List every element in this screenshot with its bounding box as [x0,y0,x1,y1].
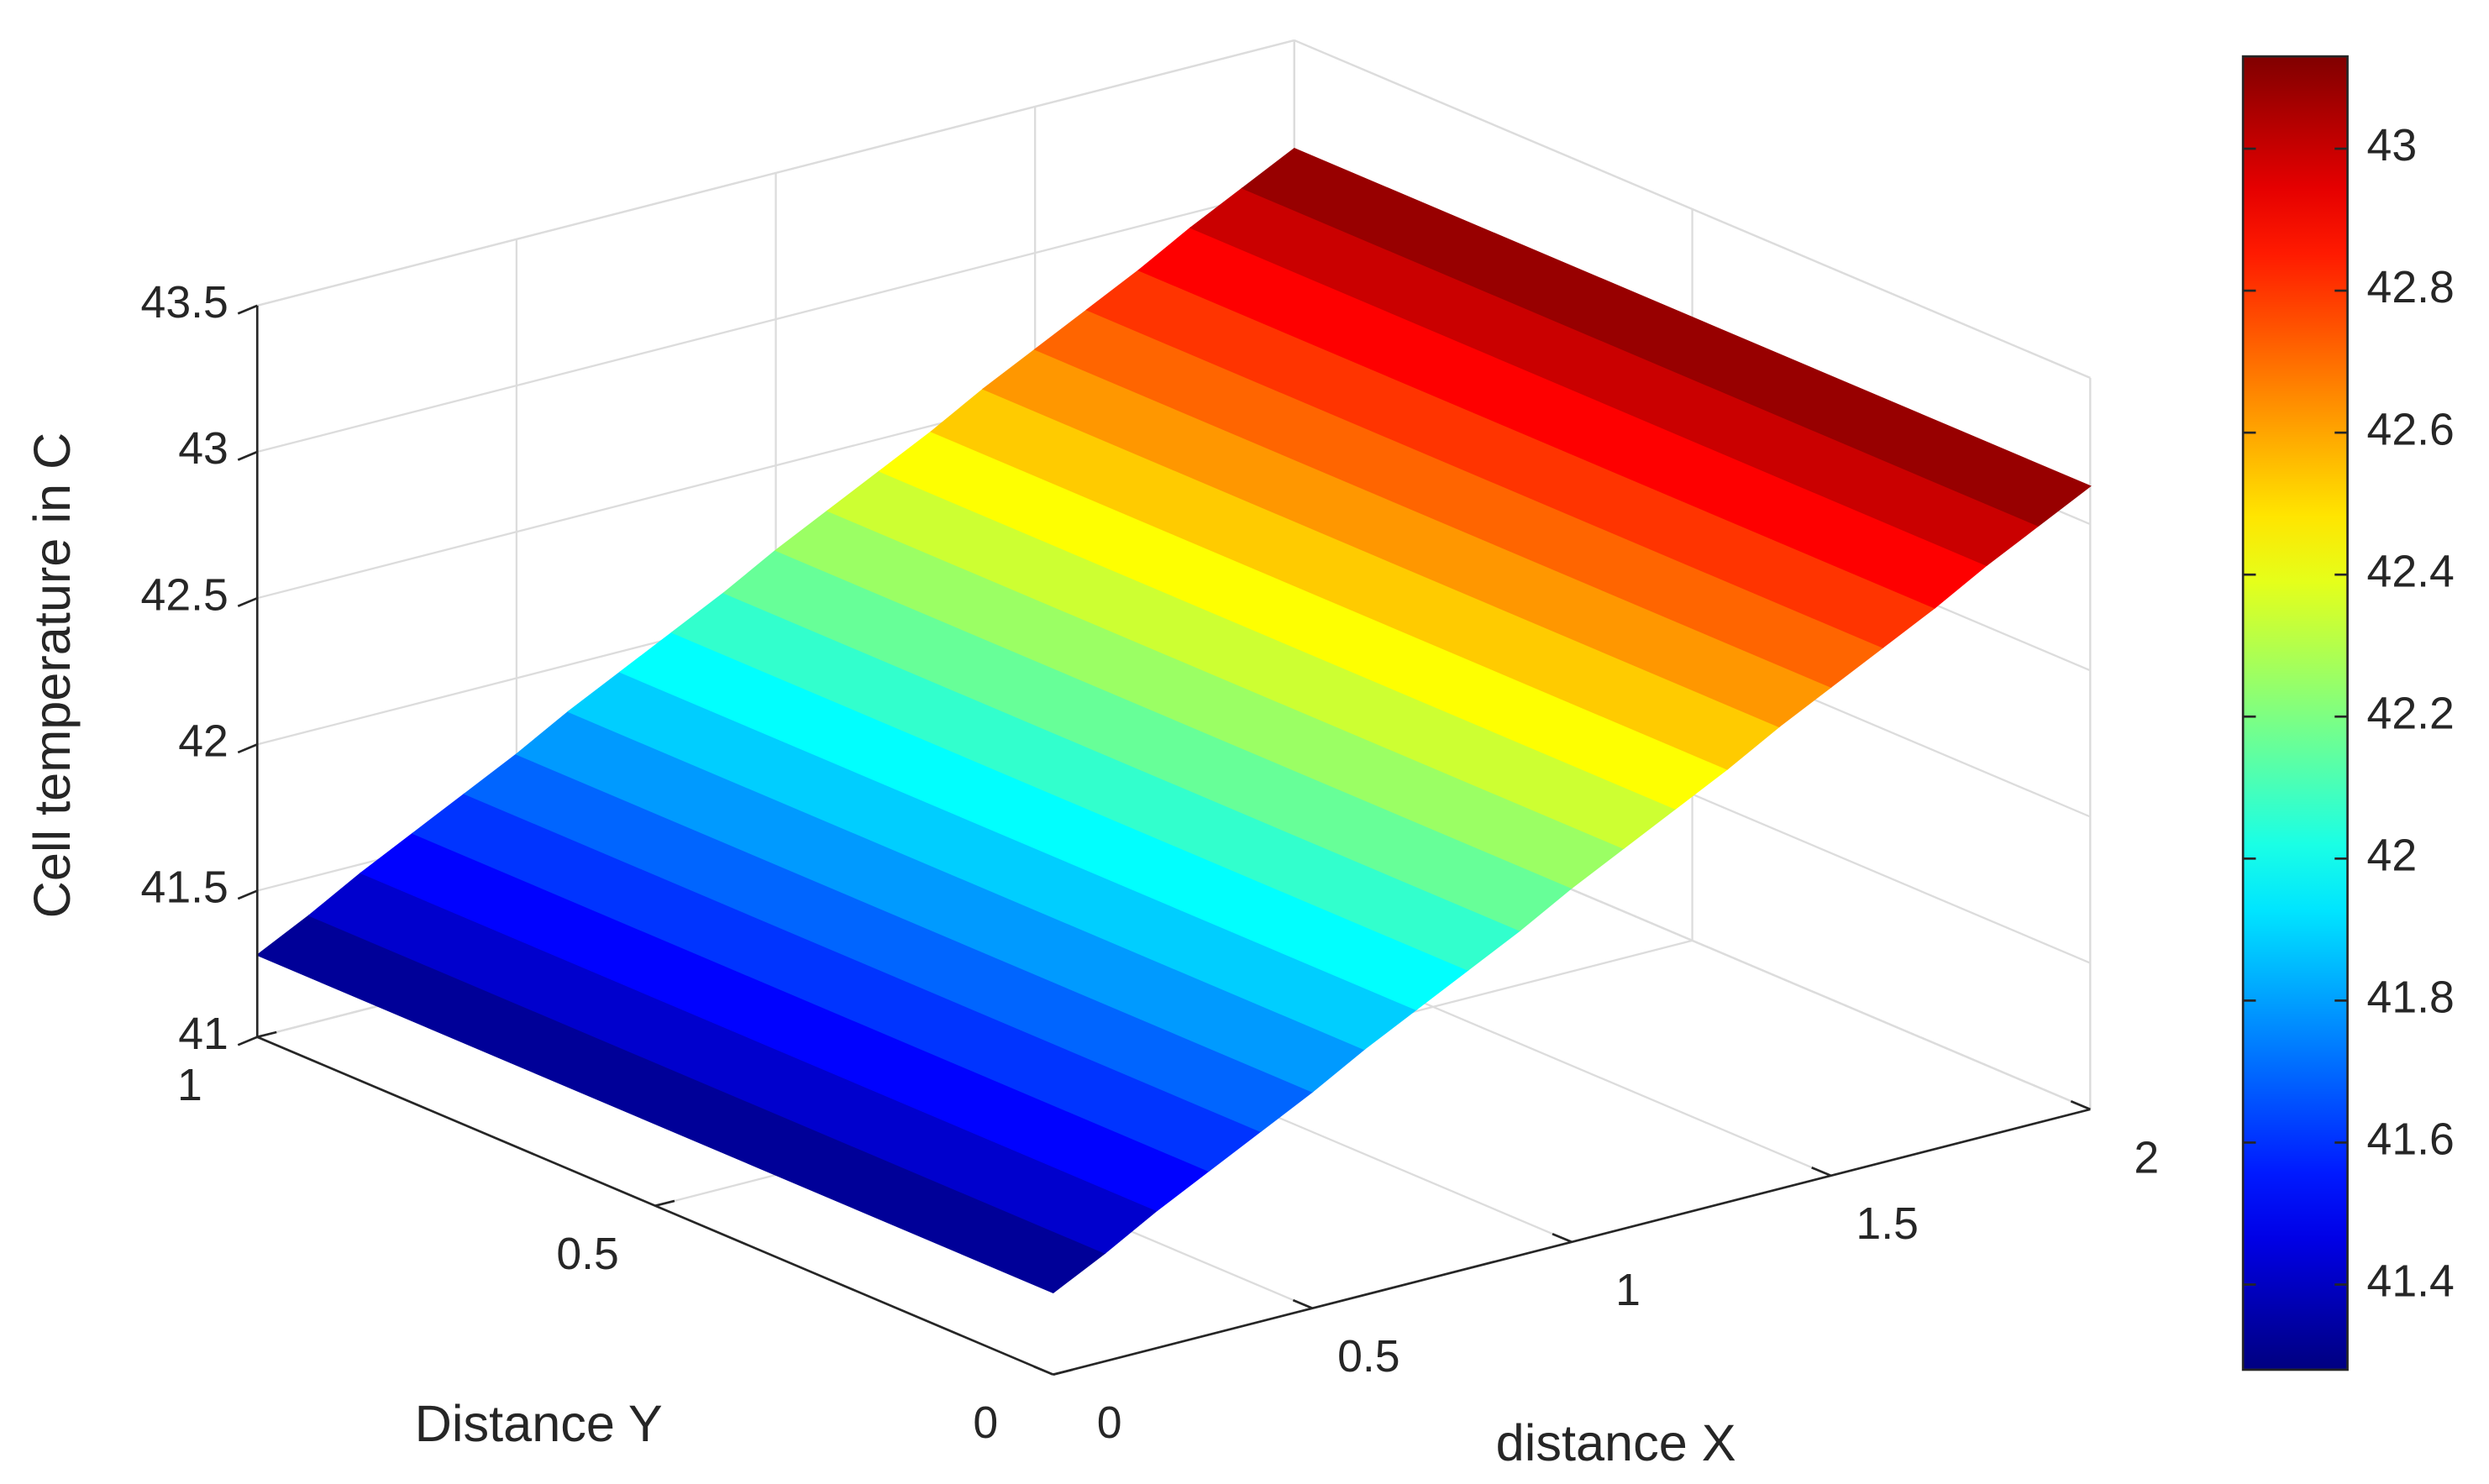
z-tick-label: 43.5 [141,277,228,328]
x-tick-label: 2 [2134,1132,2159,1182]
y-tick-label: 0 [973,1397,998,1448]
y-tick [1053,1368,1074,1376]
z-tick [237,743,258,754]
x-tick-label: 1.5 [1856,1198,1918,1249]
colorbar-tick-label: 42.4 [2367,546,2455,596]
colorbar-tick-label: 41.6 [2367,1114,2455,1165]
x-tick-label: 0 [1097,1397,1122,1448]
x-tick [2070,1100,2091,1111]
z-tick-label: 41.5 [141,863,228,913]
colorbar-tick-label: 41.8 [2367,973,2455,1023]
surface-patch [1241,148,2092,527]
x-tick-label: 1 [1615,1265,1641,1315]
x-tick [1811,1167,1832,1177]
axes: 00.511.5200.514141.54242.54343.541.441.6… [141,55,2455,1448]
z-tick-label: 43 [178,423,228,474]
y-axis-title: Distance Y [415,1395,663,1452]
colorbar-tick-label: 42 [2367,830,2418,880]
colorbar-tick-label: 42.2 [2367,688,2455,738]
colorbar-tick-label: 43 [2367,120,2418,170]
x-tick-label: 0.5 [1337,1331,1399,1382]
y-tick [256,1030,277,1039]
surface [255,148,2092,1294]
y-tick-label: 1 [177,1060,202,1110]
colorbar [2241,55,2349,1371]
z-tick-label: 41 [178,1009,228,1059]
z-tick [237,450,258,461]
z-tick [237,889,258,900]
z-tick [237,1036,258,1046]
x-tick [1033,1365,1054,1376]
z-tick-label: 42.5 [141,569,228,620]
z-tick [237,304,258,315]
z-tick [237,596,258,607]
z-axis-title: Cell temperature in C [24,433,81,919]
x-tick [1292,1298,1313,1309]
y-tick-label: 0.5 [556,1229,618,1279]
colorbar-tick-label: 42.8 [2367,262,2455,312]
z-tick-label: 42 [178,716,228,767]
colorbar-tick-label: 42.6 [2367,404,2455,454]
y-tick [654,1199,675,1208]
x-axis-title: distance X [1496,1414,1736,1471]
colorbar-tick-label: 41.4 [2367,1256,2455,1307]
x-tick [1552,1232,1573,1244]
